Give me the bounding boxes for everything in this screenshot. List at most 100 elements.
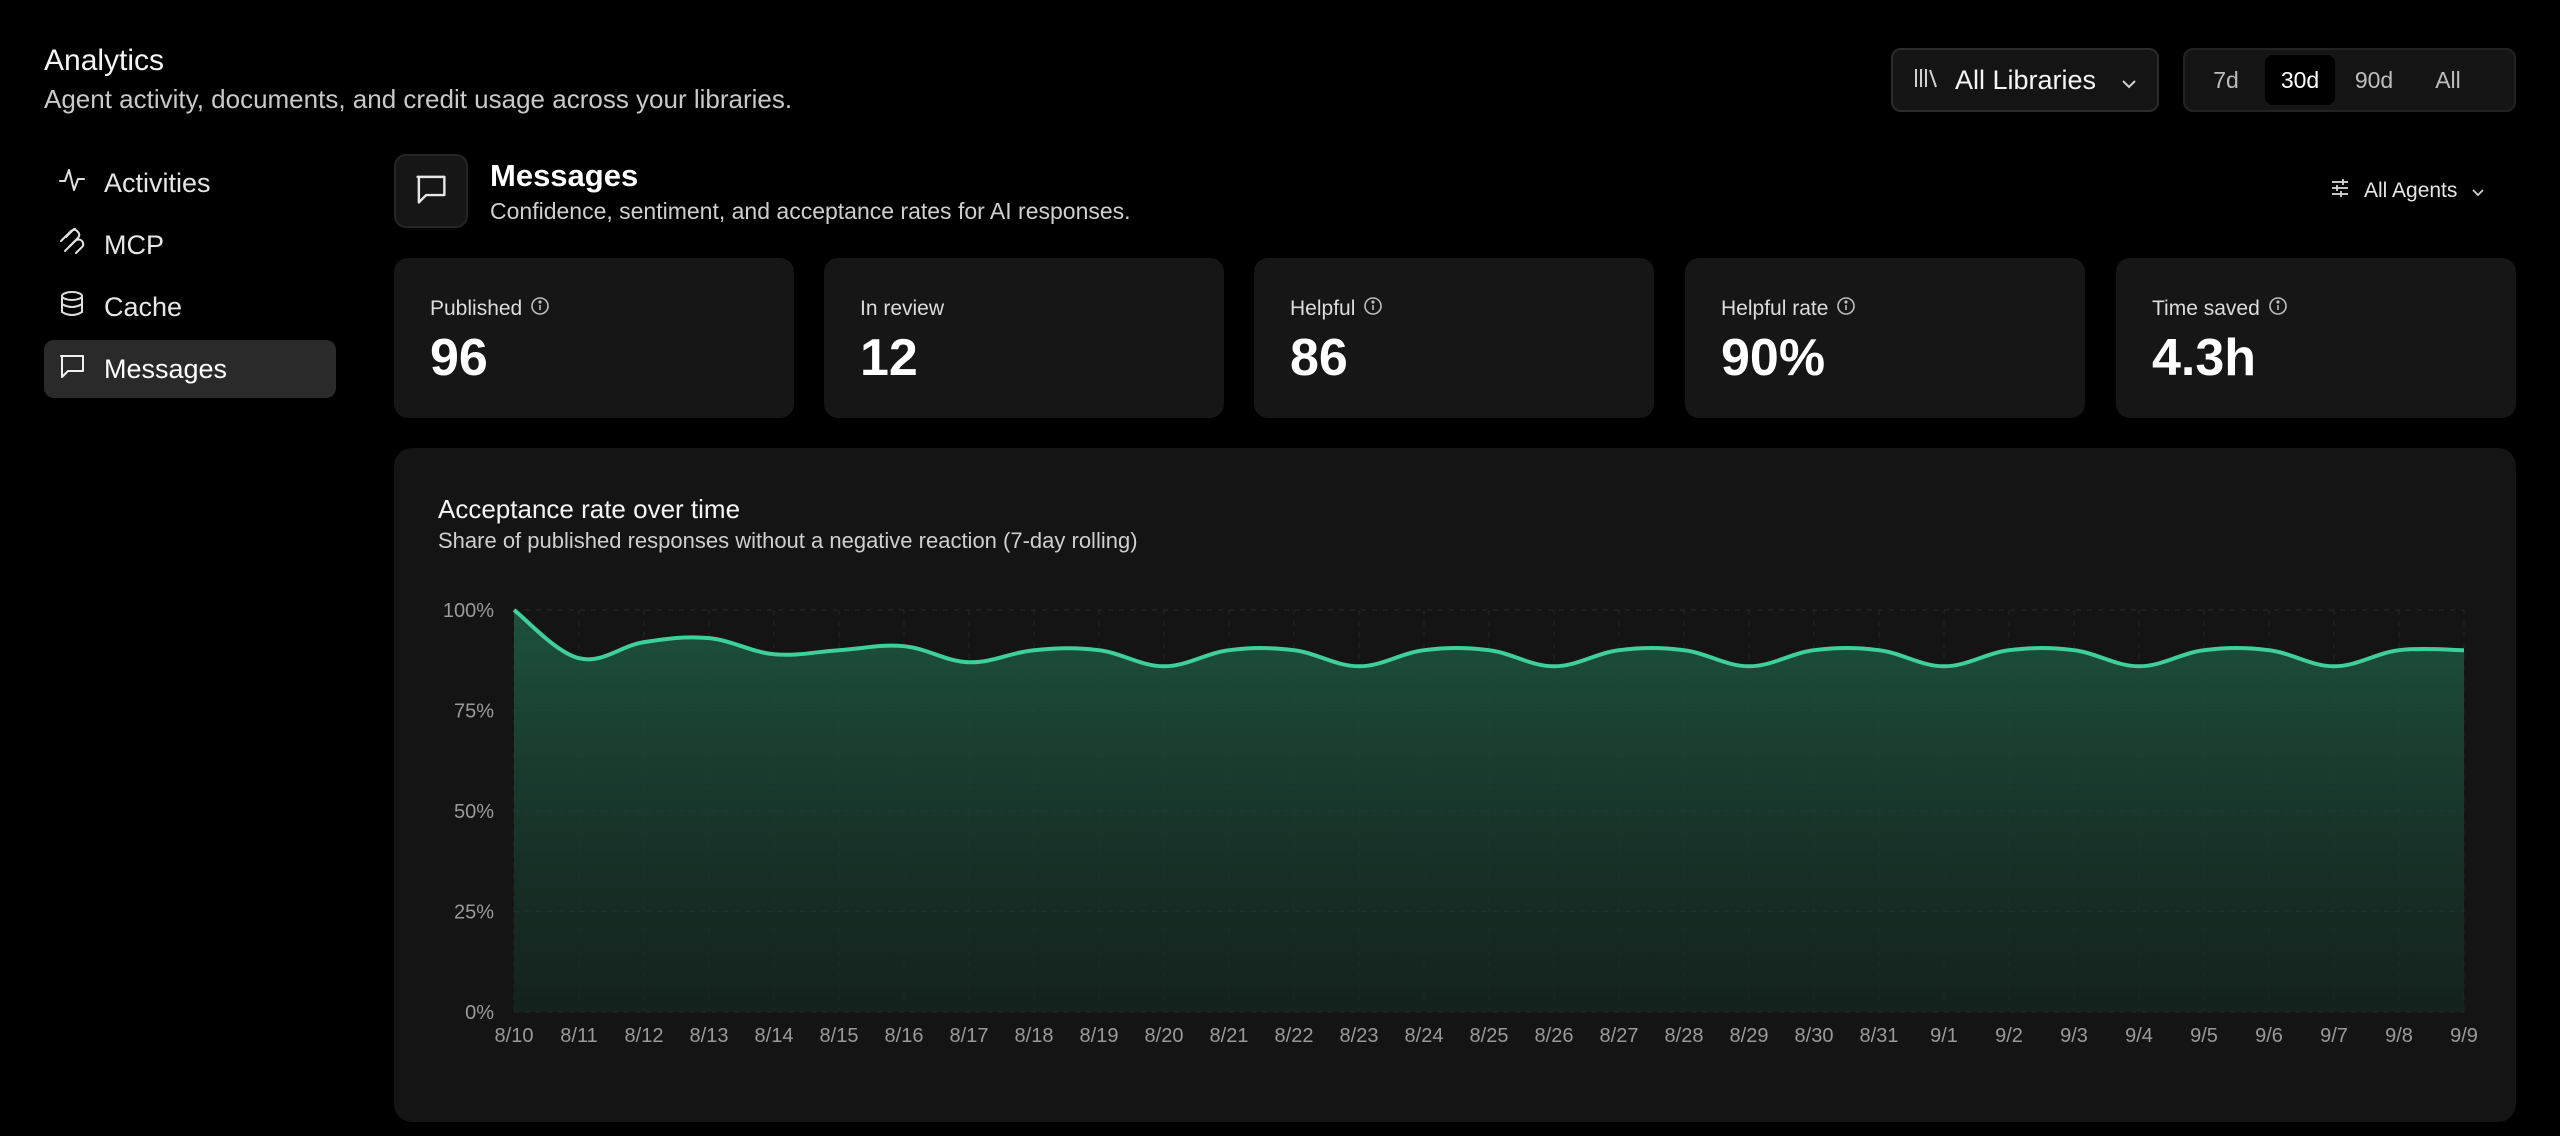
stat-card-helpful-rate: Helpful rate 90% (1685, 258, 2085, 418)
x-tick-label: 8/31 (1860, 1025, 1899, 1047)
x-tick-label: 8/10 (495, 1025, 534, 1047)
x-tick-label: 8/23 (1340, 1025, 1379, 1047)
x-tick-label: 8/21 (1210, 1025, 1249, 1047)
series-line (512, 608, 2465, 669)
x-tick-label: 8/22 (1275, 1025, 1314, 1047)
x-tick-label: 8/17 (950, 1025, 989, 1047)
data-point (901, 643, 907, 649)
sidebar-item-mcp[interactable]: MCP (44, 216, 336, 274)
message-icon (414, 172, 448, 211)
stat-label: In review (860, 297, 945, 320)
stat-value: 12 (860, 329, 918, 387)
sidebar-item-label: Cache (104, 291, 183, 322)
data-point (2136, 663, 2142, 669)
x-tick-label: 8/29 (1730, 1025, 1769, 1047)
sidebar-item-activities[interactable]: Activities (44, 154, 336, 212)
x-tick-label: 8/15 (820, 1025, 859, 1047)
x-tick-label: 9/5 (2190, 1025, 2218, 1047)
mcp-icon (58, 226, 86, 263)
data-point (2331, 663, 2337, 669)
database-icon (58, 290, 86, 325)
sidebar-item-label: Activities (104, 167, 211, 198)
stat-value: 86 (1290, 329, 1348, 387)
x-tick-label: 8/28 (1665, 1025, 1704, 1047)
data-point (966, 659, 972, 665)
data-point (1811, 647, 1817, 653)
x-tick-label: 8/13 (690, 1025, 729, 1047)
data-point (771, 651, 777, 657)
info-icon[interactable] (1363, 296, 1383, 322)
page-title: Analytics (44, 44, 165, 77)
y-tick-label: 100% (443, 600, 494, 622)
range-7d-button[interactable]: 7d (2213, 66, 2239, 93)
data-point (1421, 647, 1427, 653)
section-title: Messages (490, 158, 639, 193)
x-tick-label: 8/27 (1600, 1025, 1639, 1047)
x-tick-label: 8/11 (560, 1025, 597, 1047)
data-point (576, 655, 582, 661)
data-point (2461, 647, 2467, 653)
library-icon (1913, 65, 1939, 96)
stat-label: Helpful (1290, 297, 1356, 320)
x-tick-label: 9/9 (2450, 1025, 2478, 1047)
stat-label: Time saved (2152, 297, 2260, 320)
x-tick-label: 9/1 (1930, 1025, 1958, 1047)
range-30d-button[interactable]: 30d (2265, 55, 2335, 105)
stat-card-time-saved: Time saved 4.3h (2116, 258, 2516, 418)
stat-card-published: Published 96 (394, 258, 794, 418)
x-tick-label: 8/18 (1015, 1025, 1054, 1047)
chart-subtitle: Share of published responses without a n… (438, 528, 1138, 553)
data-point (1876, 647, 1882, 653)
range-90d-button[interactable]: 90d (2354, 66, 2394, 93)
data-point (2396, 647, 2402, 653)
data-point (1096, 647, 1102, 653)
chevron-down-icon (2121, 65, 2137, 96)
x-tick-label: 8/16 (885, 1025, 924, 1047)
x-tick-label: 8/25 (1470, 1025, 1509, 1047)
sidebar-item-label: MCP (104, 229, 164, 260)
acceptance-rate-chart: 0% 25% 50% 75% 100% 8/10 8/11 8/12 8/13 8/14 8/15 8… (443, 600, 2478, 1047)
info-icon[interactable] (530, 296, 550, 322)
section-subtitle: Confidence, sentiment, and acceptance ra… (490, 198, 1131, 224)
data-point (1746, 663, 1752, 669)
sidebar-item-label: Messages (104, 353, 228, 384)
info-icon[interactable] (1836, 296, 1856, 322)
data-point (1941, 663, 1947, 669)
stat-label: Helpful rate (1721, 297, 1829, 320)
library-select-label: All Libraries (1955, 64, 2097, 95)
section-icon (394, 154, 468, 228)
data-point (1616, 647, 1622, 653)
x-tick-label: 9/6 (2255, 1025, 2283, 1047)
agents-filter-label: All Agents (2364, 179, 2458, 202)
x-tick-label: 9/3 (2060, 1025, 2088, 1047)
series-area (514, 610, 2464, 1012)
y-tick-label: 25% (454, 902, 494, 924)
data-point (1291, 647, 1297, 653)
x-tick-label: 9/4 (2125, 1025, 2153, 1047)
stat-card-helpful: Helpful 86 (1254, 258, 1654, 418)
x-tick-label: 9/8 (2385, 1025, 2413, 1047)
stat-value: 4.3h (2152, 329, 2257, 387)
range-all-button[interactable]: All (2435, 66, 2461, 93)
range-toggle: 7d 30d 90d All (2183, 48, 2516, 112)
agents-filter[interactable]: All Agents (2330, 174, 2485, 208)
stat-card-in-review: In review 12 (824, 258, 1224, 418)
data-point (1356, 663, 1362, 669)
library-select[interactable]: All Libraries (1891, 48, 2159, 112)
stat-value: 96 (430, 329, 488, 387)
data-point (641, 639, 647, 645)
activity-icon (58, 166, 86, 201)
chevron-down-icon (2471, 179, 2485, 203)
x-tick-label: 8/24 (1405, 1025, 1444, 1047)
sidebar-item-cache[interactable]: Cache (44, 278, 336, 336)
stat-value: 90% (1721, 329, 1826, 387)
sidebar-item-messages[interactable]: Messages (44, 340, 336, 398)
x-tick-label: 8/20 (1145, 1025, 1184, 1047)
info-icon[interactable] (2268, 296, 2288, 322)
data-point (836, 647, 842, 653)
data-point (1031, 647, 1037, 653)
data-point (2071, 647, 2077, 653)
x-tick-label: 9/2 (1995, 1025, 2023, 1047)
stat-label: Published (430, 297, 523, 320)
data-point (511, 607, 517, 613)
